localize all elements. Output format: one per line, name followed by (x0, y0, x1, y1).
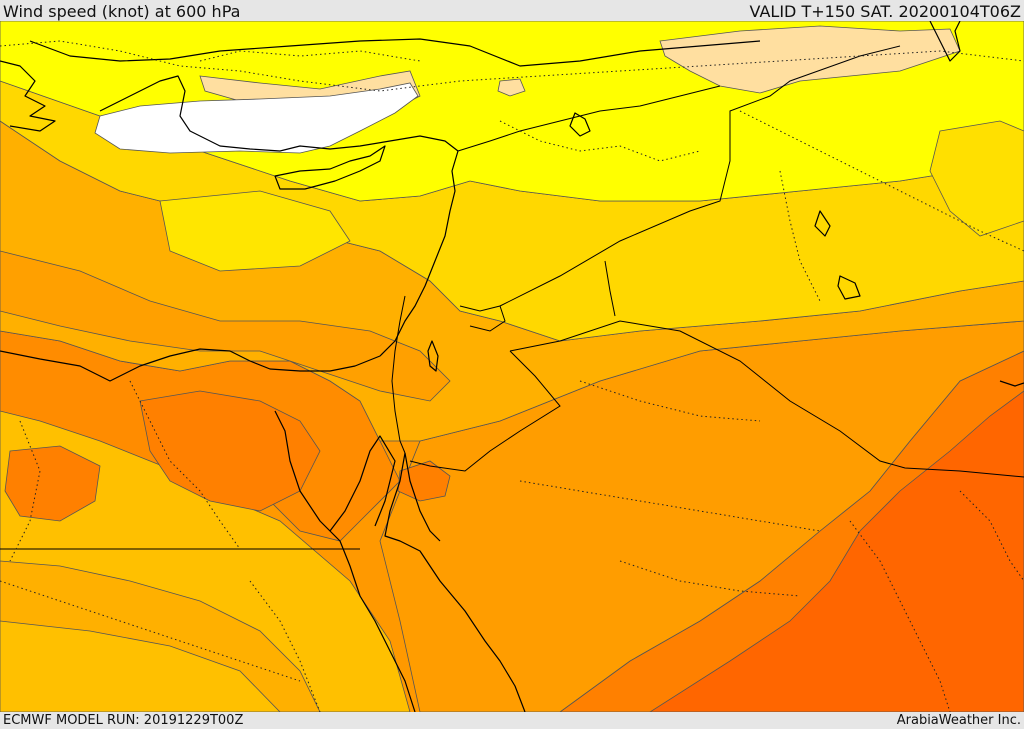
field-orange-sinai-blob (397, 460, 451, 502)
dotted-admin-sudan (0, 580, 301, 682)
field-orange-west-blob (4, 445, 101, 522)
map-title: Wind speed (knot) at 600 hPa (3, 2, 241, 21)
coastline-turkey-south (99, 75, 459, 152)
coastline-mediterranean-south (0, 150, 459, 382)
coastline-lake-van (569, 112, 591, 137)
border-turkey-syria (457, 85, 721, 152)
border-egypt-israel (391, 295, 406, 454)
wind-speed-map (0, 21, 1024, 712)
map-footer: ECMWF MODEL RUN: 20191229T00Z ArabiaWeat… (0, 712, 1024, 729)
coastline-gulf-suez (329, 435, 396, 532)
coastline-red-sea-east (384, 452, 526, 712)
coastline-tigris-lakes (814, 210, 861, 300)
border-jordan-saudi (409, 350, 561, 472)
coastline-red-sea-west (274, 410, 416, 712)
field-redorange-east (649, 390, 1024, 712)
coastline-gulf-aqaba (404, 452, 441, 542)
coastline-aegean (0, 60, 56, 132)
dotted-admin-east (849, 490, 1024, 712)
credit-label: ArabiaWeather Inc. (896, 713, 1021, 728)
field-peach-small (497, 78, 526, 97)
valid-time: VALID T+150 SAT. 20200104T06Z (749, 2, 1021, 21)
field-yellow-patch-left (159, 190, 351, 272)
field-gold-patch-east (929, 120, 1024, 237)
field-lightorange-mid (0, 250, 451, 402)
coastline-turkey-north (29, 38, 761, 67)
dotted-admin-egypt (9, 380, 321, 712)
coastline-dead-sea (427, 340, 439, 372)
border-saudi-kuwait (604, 260, 616, 317)
border-syria-iraq (499, 45, 901, 307)
model-run-label: ECMWF MODEL RUN: 20191229T00Z (3, 713, 244, 728)
border-jordan-syria (459, 305, 506, 332)
coastline-persian-gulf (999, 380, 1024, 387)
field-amber-southwest-inner (0, 620, 281, 712)
field-white-calm (94, 82, 419, 154)
border-iraq-saudi (509, 320, 1024, 478)
coastline-cyprus (274, 145, 386, 190)
dotted-admin-saudi (519, 380, 821, 597)
dotted-admin-turkey (199, 50, 701, 162)
map-header: Wind speed (knot) at 600 hPa VALID T+150… (0, 0, 1024, 21)
coastline-caspian (929, 21, 961, 62)
